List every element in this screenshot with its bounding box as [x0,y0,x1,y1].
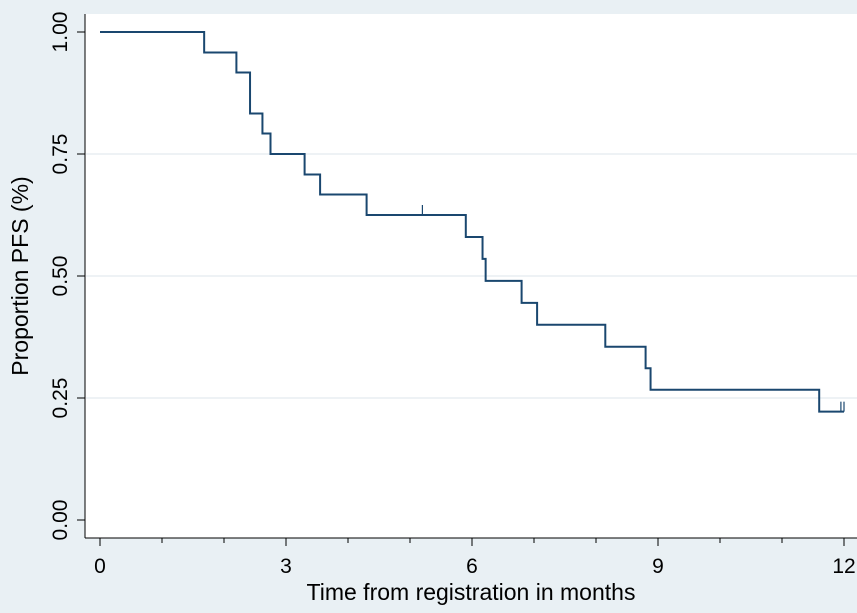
y-tick-label: 0.25 [49,378,72,419]
y-tick-label: 1.00 [49,12,72,53]
x-axis-title: Time from registration in months [307,579,636,605]
x-tick-label: 6 [466,555,478,578]
survival-step-line [100,31,844,413]
y-axis-ticks: 0.00 0.25 0.50 0.75 1.00 [49,12,85,541]
x-tick-label: 0 [94,555,106,578]
y-axis-title: Proportion PFS (%) [7,176,33,375]
x-tick-label: 9 [652,555,664,578]
gridlines [86,153,857,399]
x-tick-label: 3 [280,555,292,578]
x-axis-ticks: 0 3 6 9 12 [94,538,856,578]
x-tick-label: 12 [832,555,855,578]
censor-marks [421,205,845,412]
y-tick-label: 0.75 [49,134,72,175]
y-tick-label: 0.50 [49,256,72,297]
y-tick-label: 0.00 [49,500,72,541]
